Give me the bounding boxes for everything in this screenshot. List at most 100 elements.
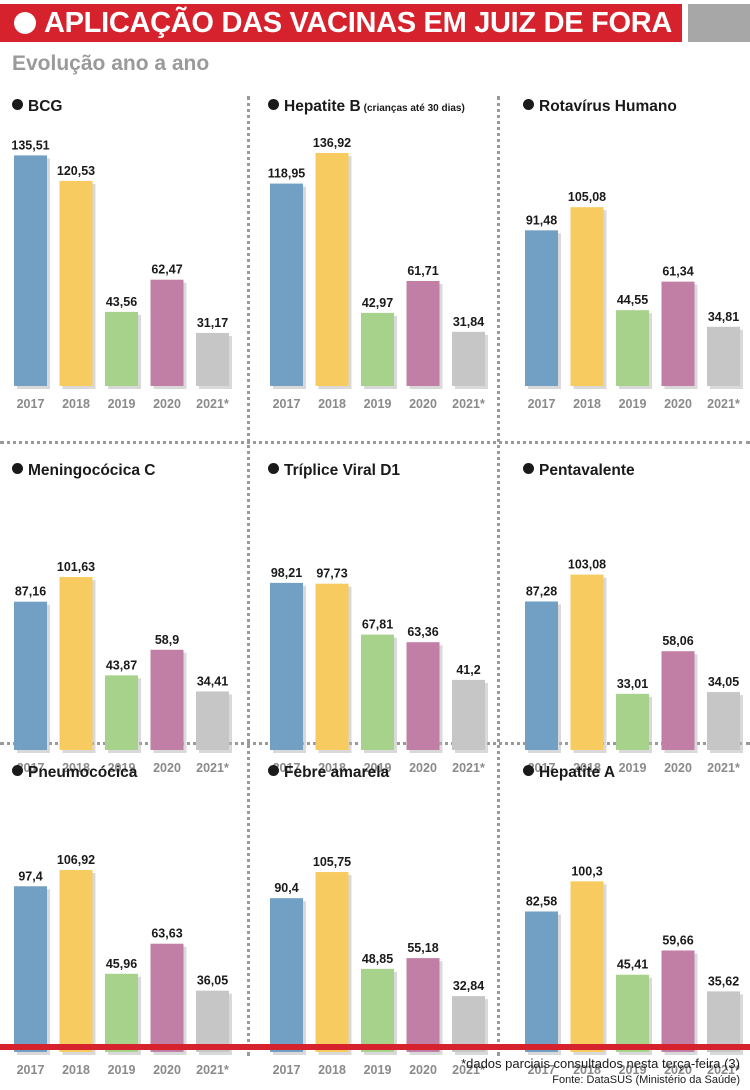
x-tick-label: 2021* [452, 397, 485, 411]
bar-2018 [315, 583, 349, 750]
chart-panel: Febre amarela 90,4 2017 105,75 2018 48,85 201… [266, 764, 494, 1086]
x-tick-label: 2021* [707, 397, 740, 411]
x-tick-label: 2017 [528, 761, 556, 775]
x-tick-label: 2020 [153, 397, 181, 411]
bar-value-label: 34,81 [708, 310, 739, 324]
x-tick-label: 2018 [573, 761, 601, 775]
chart-svg: 118,95 2017 136,92 2018 42,97 2019 61,71 2020 31… [268, 136, 488, 411]
bar-value-label: 59,66 [662, 933, 693, 947]
bar-value-label: 32,84 [453, 979, 484, 993]
bullet-icon [268, 463, 279, 474]
bar-2017 [14, 886, 47, 1052]
x-tick-label: 2017 [17, 1063, 45, 1077]
chart-title: Rotavírus Humano [523, 98, 677, 116]
chart-panel: BCG 135,51 2017 120,53 2018 43,56 2019 62,47 20… [10, 98, 238, 420]
bar-2021 [707, 326, 740, 386]
chart-svg: 98,21 2017 97,73 2018 67,81 2019 63,36 2020 41,2… [270, 566, 488, 775]
chart-panel: Hepatite A 82,58 2017 100,3 2018 45,41 2019 59… [521, 764, 749, 1086]
header-gray-tab [688, 4, 750, 42]
bar-value-label: 42,97 [362, 296, 393, 310]
bar-2019 [105, 311, 138, 386]
chart-title-text: Hepatite A [539, 764, 616, 781]
bar-value-label: 67,81 [362, 618, 393, 632]
bar-2021 [452, 679, 485, 750]
bar-value-label: 90,4 [274, 881, 298, 895]
x-tick-label: 2019 [619, 761, 647, 775]
chart-title-text: Meningocócica C [28, 462, 156, 479]
header-red-bar [0, 4, 682, 42]
x-tick-label: 2018 [62, 397, 90, 411]
x-tick-label: 2017 [273, 397, 301, 411]
x-tick-label: 2018 [573, 397, 601, 411]
header-bullet-icon [14, 12, 36, 34]
chart-title: Tríplice Viral D1 [268, 462, 400, 480]
bullet-icon [12, 99, 23, 110]
bar-value-label: 63,63 [151, 927, 182, 941]
chart-svg: 82,58 2017 100,3 2018 45,41 2019 59,66 2020 35,6… [525, 864, 743, 1077]
bar-2018 [59, 577, 93, 750]
bar-value-label: 43,87 [106, 658, 137, 672]
chart-title: BCG [12, 98, 62, 116]
bar-2018 [570, 574, 604, 750]
bar-value-label: 34,05 [708, 675, 739, 689]
x-tick-label: 2017 [17, 761, 45, 775]
x-tick-label: 2017 [528, 1063, 556, 1077]
bar-value-label: 82,58 [526, 894, 557, 908]
x-tick-label: 2017 [17, 397, 45, 411]
bar-2020 [661, 950, 695, 1052]
x-tick-label: 2020 [409, 761, 437, 775]
chart-title-text: Pneumocócica [28, 764, 138, 781]
bar-2017 [525, 911, 558, 1052]
x-tick-label: 2018 [62, 1063, 90, 1077]
bar-2020 [406, 642, 440, 750]
bar-value-label: 97,4 [18, 869, 42, 883]
bar-2021 [707, 692, 740, 750]
x-tick-label: 2020 [664, 397, 692, 411]
chart-title: Febre amarela [268, 764, 389, 782]
footer-red-bar [0, 1044, 750, 1050]
x-tick-label: 2020 [664, 761, 692, 775]
bar-2021 [707, 991, 740, 1052]
bar-2019 [361, 968, 394, 1052]
bar-value-label: 136,92 [313, 136, 351, 150]
x-tick-label: 2017 [528, 397, 556, 411]
x-tick-label: 2020 [153, 1063, 181, 1077]
bar-2017 [525, 230, 558, 386]
footer-source: Fonte: DataSUS (Ministério da Saúde) [552, 1074, 740, 1086]
x-tick-label: 2020 [153, 761, 181, 775]
chart-svg: 90,4 2017 105,75 2018 48,85 2019 55,18 2020 32,8… [270, 855, 488, 1077]
bar-2020 [406, 280, 440, 386]
bar-value-label: 62,47 [151, 263, 182, 277]
bar-2019 [616, 310, 649, 386]
chart-title-note: (crianças até 30 dias) [363, 103, 465, 114]
page-title: APLICAÇÃO DAS VACINAS EM JUIZ DE FORA [44, 7, 673, 39]
bar-2021 [452, 996, 485, 1052]
bar-value-label: 61,71 [407, 264, 438, 278]
bar-value-label: 55,18 [407, 941, 438, 955]
bar-2021 [196, 691, 229, 750]
chart-title: Pentavalente [523, 462, 635, 480]
bar-2018 [59, 870, 93, 1052]
bar-value-label: 120,53 [57, 164, 95, 178]
bullet-icon [12, 463, 23, 474]
bar-2017 [270, 183, 303, 386]
bar-value-label: 98,21 [271, 566, 302, 580]
bar-value-label: 44,55 [617, 293, 648, 307]
bar-2020 [661, 281, 695, 386]
chart-svg: 87,28 2017 103,08 2018 33,01 2019 58,06 2020 34,… [525, 558, 743, 775]
bar-value-label: 31,84 [453, 315, 484, 329]
bar-value-label: 87,28 [526, 584, 557, 598]
bar-value-label: 45,96 [106, 957, 137, 971]
bar-value-label: 58,9 [155, 633, 179, 647]
bullet-icon [268, 765, 279, 776]
bullet-icon [523, 463, 534, 474]
x-tick-label: 2019 [364, 397, 392, 411]
bar-2017 [14, 601, 47, 750]
bar-value-label: 31,17 [197, 316, 228, 330]
chart-title-text: Pentavalente [539, 462, 635, 479]
bar-value-label: 35,62 [708, 974, 739, 988]
chart-title-text: Hepatite B [284, 98, 361, 115]
bar-value-label: 91,48 [526, 213, 557, 227]
x-tick-label: 2021* [452, 761, 485, 775]
bar-2019 [361, 634, 394, 750]
